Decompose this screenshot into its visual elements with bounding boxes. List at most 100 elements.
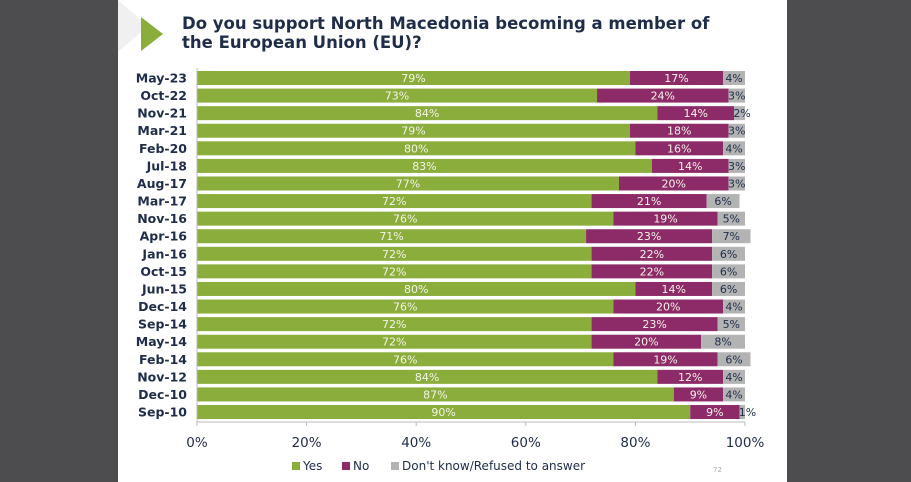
category-label: Sep-14 <box>138 317 187 332</box>
category-label: Aug-17 <box>137 176 187 191</box>
bar-segment-yes <box>197 317 592 332</box>
legend-label: Don't know/Refused to answer <box>402 459 585 473</box>
category-label: Nov-16 <box>137 211 187 226</box>
x-tick-label: 40% <box>401 435 431 451</box>
legend-label: Yes <box>302 459 322 473</box>
bar-segment-yes <box>197 405 691 420</box>
data-label: 72% <box>382 318 406 331</box>
legend-swatch-dont-know <box>391 462 399 470</box>
bar-segment-dont-know <box>734 106 745 121</box>
bar-segment-dont-know <box>717 317 745 332</box>
data-label: 7% <box>723 230 740 243</box>
category-label: Apr-16 <box>140 229 188 244</box>
bar-segment-dont-know <box>712 264 745 279</box>
bar-segment-dont-know <box>706 194 740 209</box>
data-label: 9% <box>706 406 723 419</box>
x-tick-label: 20% <box>292 435 322 451</box>
bar-segment-yes <box>197 229 587 244</box>
category-label: Oct-15 <box>140 264 187 279</box>
bar-segment-yes <box>197 194 592 209</box>
data-label: 72% <box>382 248 406 261</box>
data-label: 3% <box>728 160 745 173</box>
bar-segment-no <box>657 106 735 121</box>
bar-segment-yes <box>197 281 636 296</box>
bar-segment-no <box>591 317 718 332</box>
category-label: May-23 <box>136 71 187 86</box>
category-label: Feb-14 <box>139 352 187 367</box>
data-label: 9% <box>690 388 707 401</box>
category-label: Nov-21 <box>137 106 187 121</box>
x-tick-label: 0% <box>186 435 208 451</box>
data-label: 18% <box>667 125 691 138</box>
data-label: 83% <box>412 160 436 173</box>
data-label: 71% <box>379 230 403 243</box>
bar-segment-dont-know <box>712 246 745 261</box>
bar-segment-no <box>651 158 729 173</box>
x-tick-label: 100% <box>726 435 765 451</box>
data-label: 77% <box>396 177 420 190</box>
bar-segment-no <box>591 194 707 209</box>
bar-segment-dont-know <box>723 299 745 314</box>
bar-segment-dont-know <box>739 405 745 420</box>
category-label: Jun-15 <box>141 281 187 296</box>
bar-segment-dont-know <box>728 176 745 191</box>
category-label: Jul-18 <box>146 158 187 173</box>
data-label: 6% <box>720 265 737 278</box>
bar-segment-no <box>690 405 740 420</box>
bar-segment-yes <box>197 158 652 173</box>
data-label: 3% <box>728 177 745 190</box>
bar-segment-dont-know <box>723 141 745 156</box>
data-label: 22% <box>640 265 664 278</box>
chevron-icon <box>141 17 163 51</box>
data-label: 22% <box>640 248 664 261</box>
data-label: 79% <box>401 125 425 138</box>
data-label: 14% <box>662 283 686 296</box>
data-label: 3% <box>728 125 745 138</box>
page-number: 72 <box>713 466 722 474</box>
bar-segment-dont-know <box>712 281 745 296</box>
data-label: 6% <box>720 248 737 261</box>
bar-segment-no <box>635 141 724 156</box>
bar-segment-no <box>591 334 702 349</box>
data-label: 3% <box>728 90 745 103</box>
bar-segment-no <box>618 176 729 191</box>
data-label: 14% <box>678 160 702 173</box>
category-label: Dec-10 <box>138 387 187 402</box>
category-label: Feb-20 <box>139 141 187 156</box>
data-label: 6% <box>714 195 731 208</box>
bar-segment-no <box>673 387 724 402</box>
data-label: 16% <box>667 142 691 155</box>
bar-segment-no <box>591 264 713 279</box>
data-label: 24% <box>651 90 675 103</box>
category-label: Nov-12 <box>137 369 187 384</box>
data-label: 12% <box>678 371 702 384</box>
data-label: 72% <box>382 336 406 349</box>
data-label: 5% <box>723 213 740 226</box>
data-label: 76% <box>393 213 417 226</box>
bar-segment-no <box>635 281 713 296</box>
data-label: 87% <box>423 388 447 401</box>
bar-segment-dont-know <box>728 158 745 173</box>
bar-segment-no <box>613 211 718 226</box>
category-label: Mar-21 <box>137 123 187 138</box>
category-label: Mar-17 <box>137 194 187 209</box>
bar-segment-yes <box>197 176 619 191</box>
bar-segment-no <box>591 246 713 261</box>
x-tick-label: 60% <box>511 435 541 451</box>
data-label: 5% <box>723 318 740 331</box>
data-label: 76% <box>393 301 417 314</box>
bar-segment-dont-know <box>728 88 745 103</box>
legend-swatch-no <box>342 462 350 470</box>
data-label: 4% <box>725 142 742 155</box>
bar-segment-no <box>629 123 729 138</box>
bar-segment-yes <box>197 106 658 121</box>
data-label: 20% <box>634 336 658 349</box>
data-label: 84% <box>415 107 439 120</box>
bar-segment-yes <box>197 141 636 156</box>
data-label: 2% <box>733 107 750 120</box>
bar-segment-no <box>613 352 718 367</box>
category-label: Dec-14 <box>138 299 187 314</box>
bar-segment-dont-know <box>712 229 751 244</box>
data-label: 6% <box>720 283 737 296</box>
